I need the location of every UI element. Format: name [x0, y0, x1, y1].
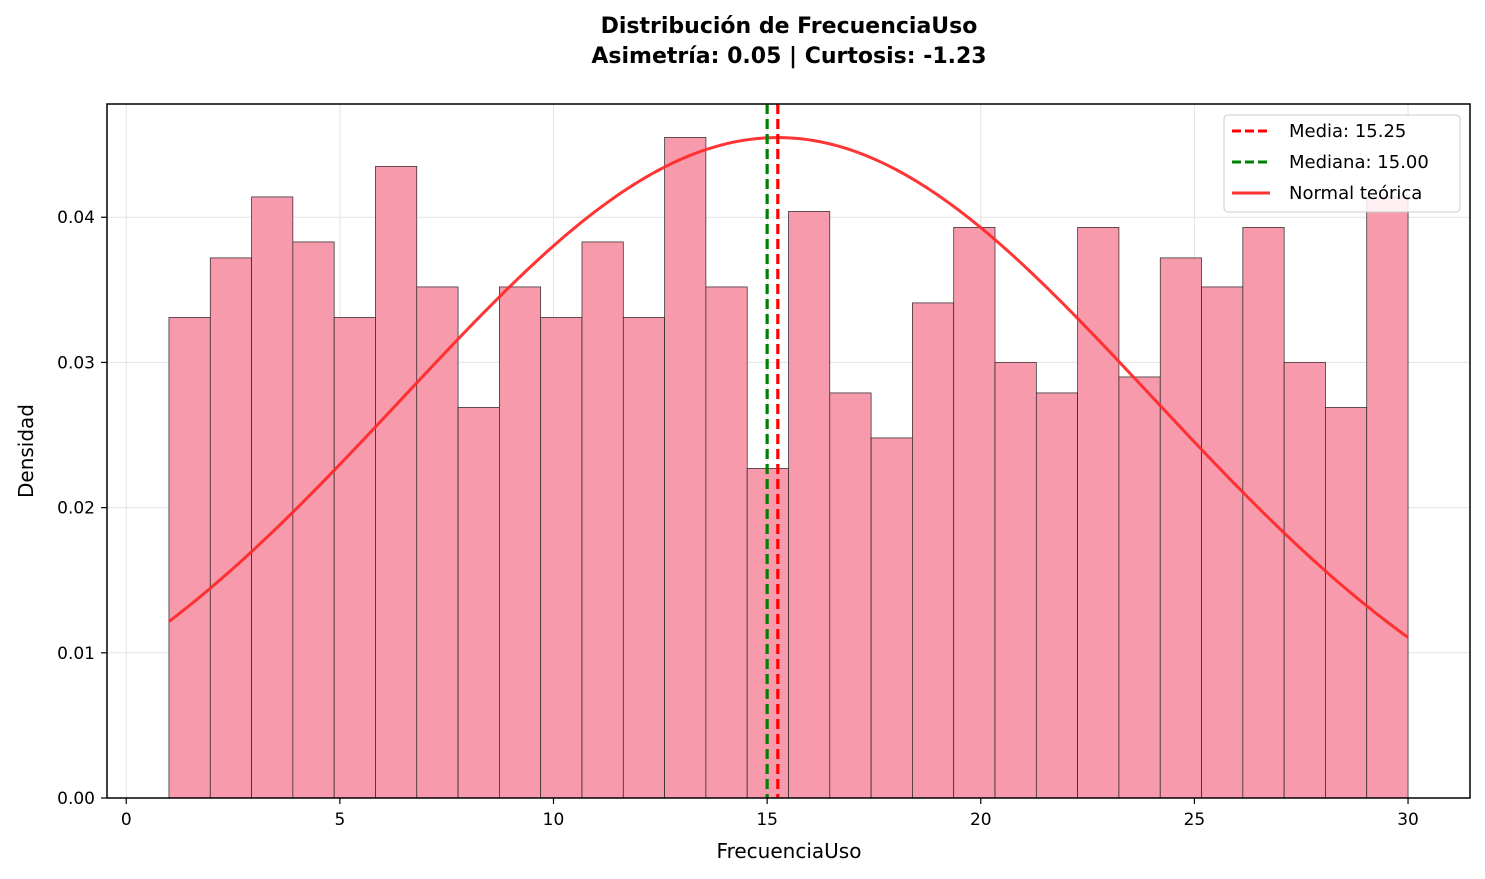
- y-axis-ticks: 0.00 0.01 0.02 0.03 0.04: [57, 208, 107, 809]
- x-tick-label-6: 30: [1397, 810, 1419, 830]
- normal-curve: [168, 136, 1409, 639]
- x-tick-label-2: 10: [543, 810, 565, 830]
- histogram-bar-11: [622, 317, 665, 799]
- x-axis-label: FrecuenciaUso: [717, 839, 862, 863]
- histogram-bar-19: [953, 227, 996, 799]
- histogram-bar-29: [1366, 196, 1409, 799]
- histogram-bar-20: [994, 362, 1037, 799]
- histogram-bar-23: [1118, 376, 1161, 799]
- histogram-bar-18: [912, 302, 955, 799]
- histogram-bar-16: [829, 392, 872, 799]
- chart-title: Distribución de FrecuenciaUso: [601, 14, 978, 39]
- histogram-bar-12: [664, 137, 707, 799]
- histogram-bar-10: [581, 241, 624, 799]
- normal-curve-layer: [168, 136, 1409, 639]
- histogram-bar-2: [251, 196, 294, 799]
- histogram-bar-7: [457, 407, 500, 799]
- histogram-bar-21: [1035, 392, 1078, 799]
- x-tick-label-0: 0: [121, 810, 132, 830]
- y-tick-label-2: 0.02: [57, 499, 95, 519]
- histogram-bar-6: [416, 286, 459, 799]
- reference-lines: [765, 104, 780, 798]
- histogram-bar-8: [499, 286, 542, 799]
- x-tick-label-5: 25: [1184, 810, 1206, 830]
- y-tick-label-4: 0.04: [57, 208, 95, 228]
- histogram-bar-17: [870, 437, 913, 799]
- histogram-bar-24: [1159, 257, 1202, 799]
- histogram-bar-15: [788, 211, 831, 799]
- histogram-bar-1: [209, 257, 252, 799]
- histogram-bar-27: [1283, 362, 1326, 799]
- histogram-bar-5: [375, 166, 418, 799]
- legend: Media: 15.25 Mediana: 15.00 Normal teóri…: [1223, 114, 1461, 213]
- x-axis-ticks: 0 5 10 15 20 25 30: [121, 798, 1419, 830]
- y-tick-label-3: 0.03: [57, 353, 95, 373]
- histogram-bar-13: [705, 286, 748, 799]
- histogram-bar-28: [1325, 407, 1368, 799]
- x-tick-label-4: 20: [970, 810, 992, 830]
- histogram-bar-3: [292, 241, 335, 799]
- legend-mean-label: Media: 15.25: [1289, 121, 1406, 142]
- plot-frame: [106, 103, 1471, 799]
- legend-box: [1223, 114, 1461, 213]
- histogram-bar-0: [168, 317, 211, 799]
- y-axis-label: Densidad: [14, 404, 38, 498]
- y-tick-label-1: 0.01: [57, 644, 95, 664]
- histogram-bar-9: [540, 317, 583, 799]
- legend-median-label: Mediana: 15.00: [1289, 152, 1429, 173]
- chart-subtitle: Asimetría: 0.05 | Curtosis: -1.23: [591, 44, 986, 69]
- histogram-bars: [168, 137, 1409, 799]
- legend-normal-label: Normal teórica: [1289, 183, 1422, 204]
- y-tick-label-0: 0.00: [57, 789, 95, 809]
- histogram-bar-4: [333, 317, 376, 799]
- histogram-bar-22: [1077, 227, 1120, 799]
- histogram-bar-25: [1201, 286, 1244, 799]
- x-tick-label-1: 5: [334, 810, 345, 830]
- x-tick-label-3: 15: [756, 810, 778, 830]
